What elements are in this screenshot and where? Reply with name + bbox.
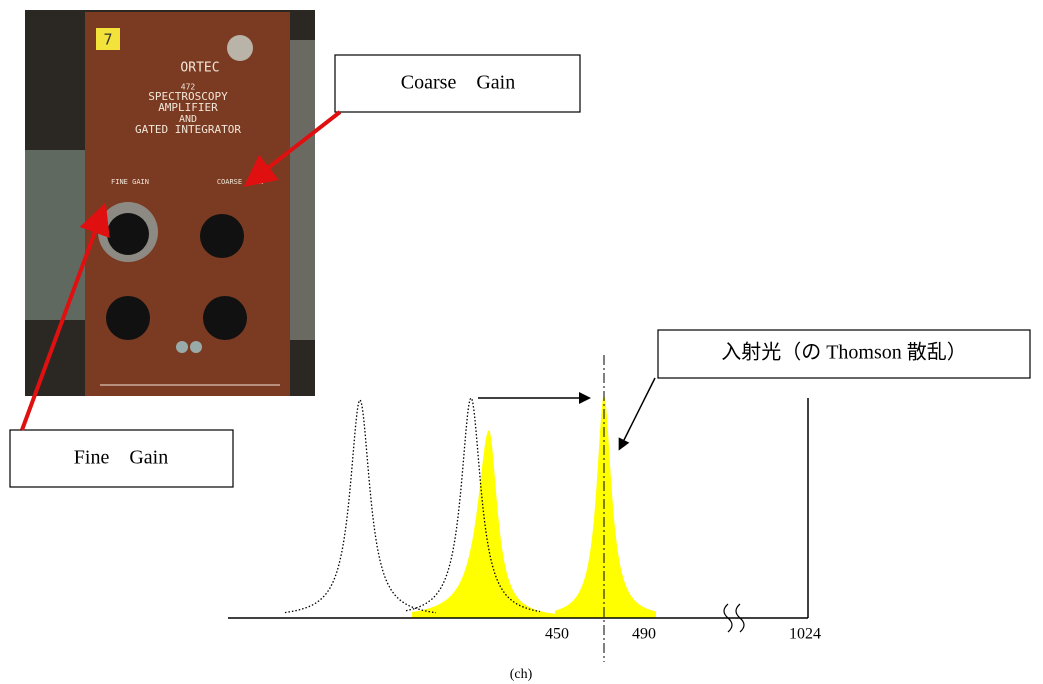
knob xyxy=(107,213,149,255)
panel-title: AND xyxy=(179,114,197,125)
unit-number: 7 xyxy=(103,31,112,49)
coarse-gain-label: COARSE GAIN xyxy=(217,178,263,186)
panel-title: SPECTROSCOPY xyxy=(148,90,228,103)
callout-box xyxy=(657,329,1031,379)
measured-peak xyxy=(412,430,565,618)
knob xyxy=(106,296,150,340)
callout-box xyxy=(9,429,234,488)
unit-tag xyxy=(96,28,120,50)
pot xyxy=(190,341,202,353)
arrow xyxy=(618,377,656,451)
knob xyxy=(203,296,247,340)
photo-side xyxy=(25,150,85,320)
coarse-gain-callout: Coarse Gain xyxy=(401,72,515,94)
reference-peak xyxy=(405,396,541,613)
axis-unit: (ch) xyxy=(510,667,533,682)
model: 472 xyxy=(181,83,196,92)
axis-label: 450 xyxy=(545,626,569,643)
amplifier-photo: 7 ORTEC 472 SPECTROSCOPY AMPLIFIER AND G… xyxy=(25,10,315,396)
knob xyxy=(200,214,244,258)
pot xyxy=(176,341,188,353)
photo-side xyxy=(290,40,315,340)
callout-box xyxy=(334,54,581,113)
arrow xyxy=(20,202,110,431)
fine-gain-label: FINE GAIN xyxy=(111,178,149,186)
arrow xyxy=(243,110,342,187)
panel-title: AMPLIFIER xyxy=(158,101,218,114)
axis-label: 1024 xyxy=(789,626,821,643)
measured-peak xyxy=(555,395,656,618)
panel-title: GATED INTEGRATOR xyxy=(135,123,241,136)
fine-gain-callout: Fine Gain xyxy=(74,447,168,469)
axis-break xyxy=(723,603,745,633)
spectrum xyxy=(284,395,656,618)
screw xyxy=(227,35,253,61)
reference-peak xyxy=(284,398,437,614)
incident-light-callout: 入射光（の Thomson 散乱） xyxy=(721,341,967,364)
axis-label: 490 xyxy=(632,626,656,643)
brand: ORTEC xyxy=(180,61,219,76)
